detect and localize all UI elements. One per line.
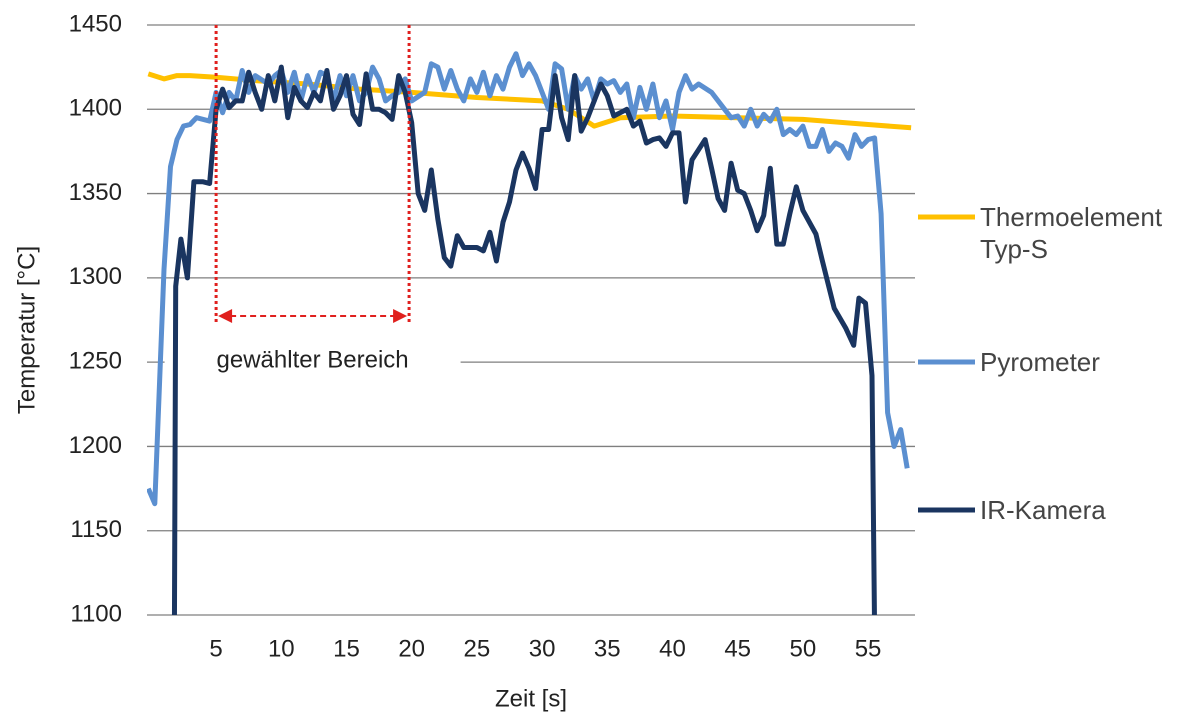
y-tick-label: 1150 <box>70 516 122 543</box>
x-tick-label: 50 <box>790 635 817 662</box>
x-tick-label: 5 <box>209 635 222 662</box>
y-tick-label: 1350 <box>69 179 122 206</box>
plot-lines <box>147 51 912 615</box>
y-tick-label: 1100 <box>70 600 122 627</box>
arrow-head <box>218 309 233 323</box>
legend-label: Thermoelement Typ-S <box>980 202 1163 264</box>
y-axis-label: Temperatur [°C] <box>13 246 40 414</box>
series-line <box>171 64 877 615</box>
legend-label: IR-Kamera <box>980 495 1106 525</box>
legend-label: Pyrometer <box>980 347 1100 377</box>
x-tick-label: 10 <box>268 635 295 662</box>
arrow-head <box>393 309 408 323</box>
x-tick-label: 25 <box>464 635 491 662</box>
x-tick-label: 30 <box>529 635 556 662</box>
x-axis-label: Zeit [s] <box>495 685 567 712</box>
x-tick-label: 40 <box>659 635 686 662</box>
annotation-text: gewählter Bereich <box>217 346 409 373</box>
x-tick-label: 15 <box>333 635 360 662</box>
y-tick-label: 1250 <box>69 347 122 374</box>
y-tick-label: 1200 <box>69 432 122 459</box>
x-tick-label: 45 <box>724 635 751 662</box>
x-tick-label: 35 <box>594 635 621 662</box>
annotation-bg <box>164 343 461 379</box>
x-tick-label: 20 <box>398 635 425 662</box>
x-tick-label: 55 <box>855 635 882 662</box>
y-tick-label: 1300 <box>69 263 122 290</box>
y-tick-label: 1450 <box>69 10 122 37</box>
y-tick-label: 1400 <box>69 95 122 122</box>
